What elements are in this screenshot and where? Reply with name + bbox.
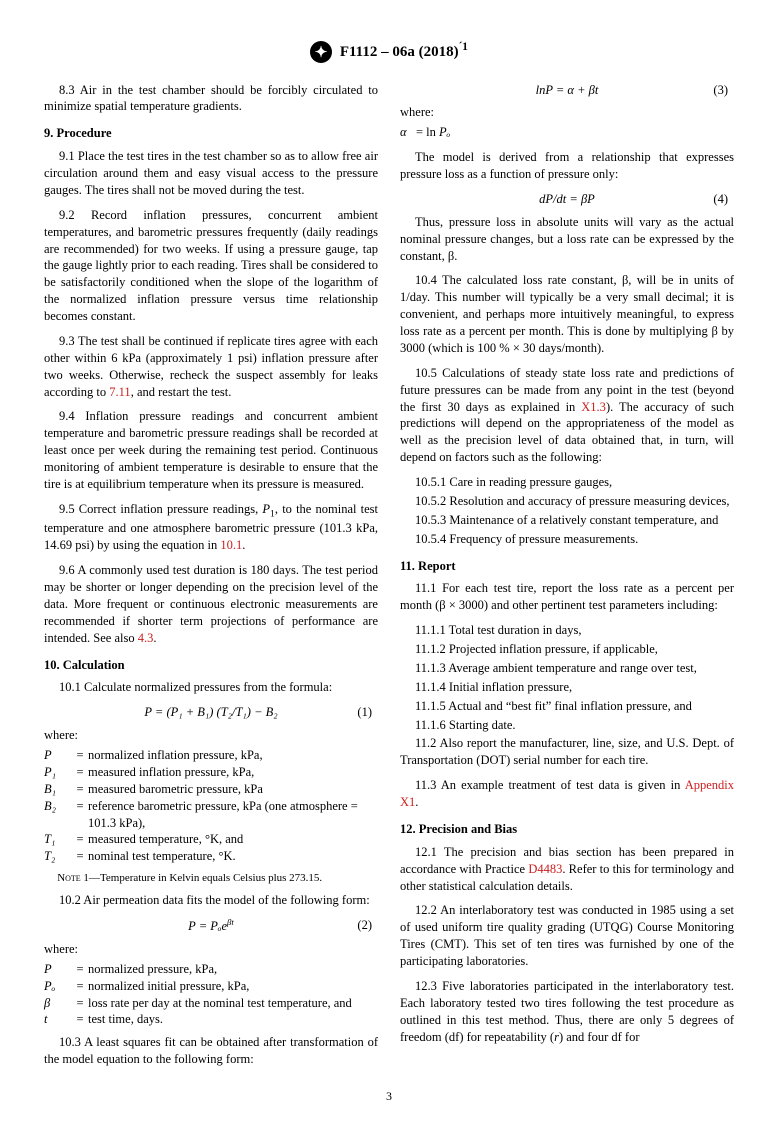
body-columns: 8.3 Air in the test chamber should be fo… bbox=[44, 82, 734, 1069]
para-11-1: 11.1 For each test tire, report the loss… bbox=[400, 580, 734, 614]
para-10-5-2: 10.5.2 Resolution and accuracy of pressu… bbox=[400, 493, 734, 510]
para-8-3: 8.3 Air in the test chamber should be fo… bbox=[44, 82, 378, 116]
para-11-2: 11.2 Also report the manufacturer, line,… bbox=[400, 735, 734, 769]
section-10-title: 10. Calculation bbox=[44, 657, 378, 674]
para-12-3: 12.3 Five laboratories participated in t… bbox=[400, 978, 734, 1046]
para-10-5-1: 10.5.1 Care in reading pressure gauges, bbox=[400, 474, 734, 491]
deflist-2: P=normalized pressure, kPa, Pₒ=normalize… bbox=[44, 961, 378, 1029]
page-number: 3 bbox=[44, 1088, 734, 1104]
para-11-1-5: 11.1.5 Actual and “best fit” final infla… bbox=[400, 698, 734, 715]
equation-1: P = (P₁ + B₁) (T₂/T₁) − B₂(1) bbox=[44, 704, 378, 721]
link-x1-3[interactable]: X1.3 bbox=[581, 400, 606, 414]
where-2: where: bbox=[44, 941, 378, 958]
para-10-4: 10.4 The calculated loss rate constant, … bbox=[400, 272, 734, 356]
def-alpha: α = ln Pₒ bbox=[400, 124, 734, 141]
para-9-2: 9.2 Record inflation pressures, concurre… bbox=[44, 207, 378, 325]
para-10-5: 10.5 Calculations of steady state loss r… bbox=[400, 365, 734, 466]
where-3: where: bbox=[400, 104, 734, 121]
para-10-3b: The model is derived from a relationship… bbox=[400, 149, 734, 183]
note-1: Note 1—Temperature in Kelvin equals Cels… bbox=[44, 871, 378, 886]
deflist-1: P=normalized inflation pressure, kPa, P₁… bbox=[44, 747, 378, 865]
equation-4: dP/dt = βP(4) bbox=[400, 191, 734, 208]
where-1: where: bbox=[44, 727, 378, 744]
para-11-1-2: 11.1.2 Projected inflation pressure, if … bbox=[400, 641, 734, 658]
para-10-5-4: 10.5.4 Frequency of pressure measurement… bbox=[400, 531, 734, 548]
link-7-11[interactable]: 7.11 bbox=[109, 385, 130, 399]
section-9-title: 9. Procedure bbox=[44, 125, 378, 142]
para-10-1: 10.1 Calculate normalized pressures from… bbox=[44, 679, 378, 696]
page-header: ✦ F1112 – 06a (2018)´1 bbox=[44, 40, 734, 64]
link-4-3[interactable]: 4.3 bbox=[138, 631, 154, 645]
standard-designation: F1112 – 06a (2018) bbox=[340, 44, 459, 60]
para-11-1-6: 11.1.6 Starting date. bbox=[400, 717, 734, 734]
para-9-6: 9.6 A commonly used test duration is 180… bbox=[44, 562, 378, 646]
equation-3: lnP = α + βt(3) bbox=[400, 82, 734, 99]
para-11-3: 11.3 An example treatment of test data i… bbox=[400, 777, 734, 811]
astm-logo: ✦ bbox=[310, 41, 332, 63]
para-10-3: 10.3 A least squares fit can be obtained… bbox=[44, 1034, 378, 1068]
para-9-5: 9.5 Correct inflation pressure readings,… bbox=[44, 501, 378, 554]
para-10-5-3: 10.5.3 Maintenance of a relatively const… bbox=[400, 512, 734, 529]
para-9-3: 9.3 The test shall be continued if repli… bbox=[44, 333, 378, 401]
section-11-title: 11. Report bbox=[400, 558, 734, 575]
para-9-1: 9.1 Place the test tires in the test cha… bbox=[44, 148, 378, 199]
epsilon-sup: ´1 bbox=[459, 41, 468, 53]
equation-2: P = Pₒeβt(2) bbox=[44, 917, 378, 935]
para-11-1-4: 11.1.4 Initial inflation pressure, bbox=[400, 679, 734, 696]
link-d4483[interactable]: D4483 bbox=[528, 862, 562, 876]
para-9-4: 9.4 Inflation pressure readings and conc… bbox=[44, 408, 378, 492]
para-11-1-1: 11.1.1 Total test duration in days, bbox=[400, 622, 734, 639]
para-11-1-3: 11.1.3 Average ambient temperature and r… bbox=[400, 660, 734, 677]
para-12-2: 12.2 An interlaboratory test was conduct… bbox=[400, 902, 734, 970]
link-10-1[interactable]: 10.1 bbox=[220, 538, 242, 552]
para-10-3c: Thus, pressure loss in absolute units wi… bbox=[400, 214, 734, 265]
para-10-2: 10.2 Air permeation data fits the model … bbox=[44, 892, 378, 909]
section-12-title: 12. Precision and Bias bbox=[400, 821, 734, 838]
para-12-1: 12.1 The precision and bias section has … bbox=[400, 844, 734, 895]
